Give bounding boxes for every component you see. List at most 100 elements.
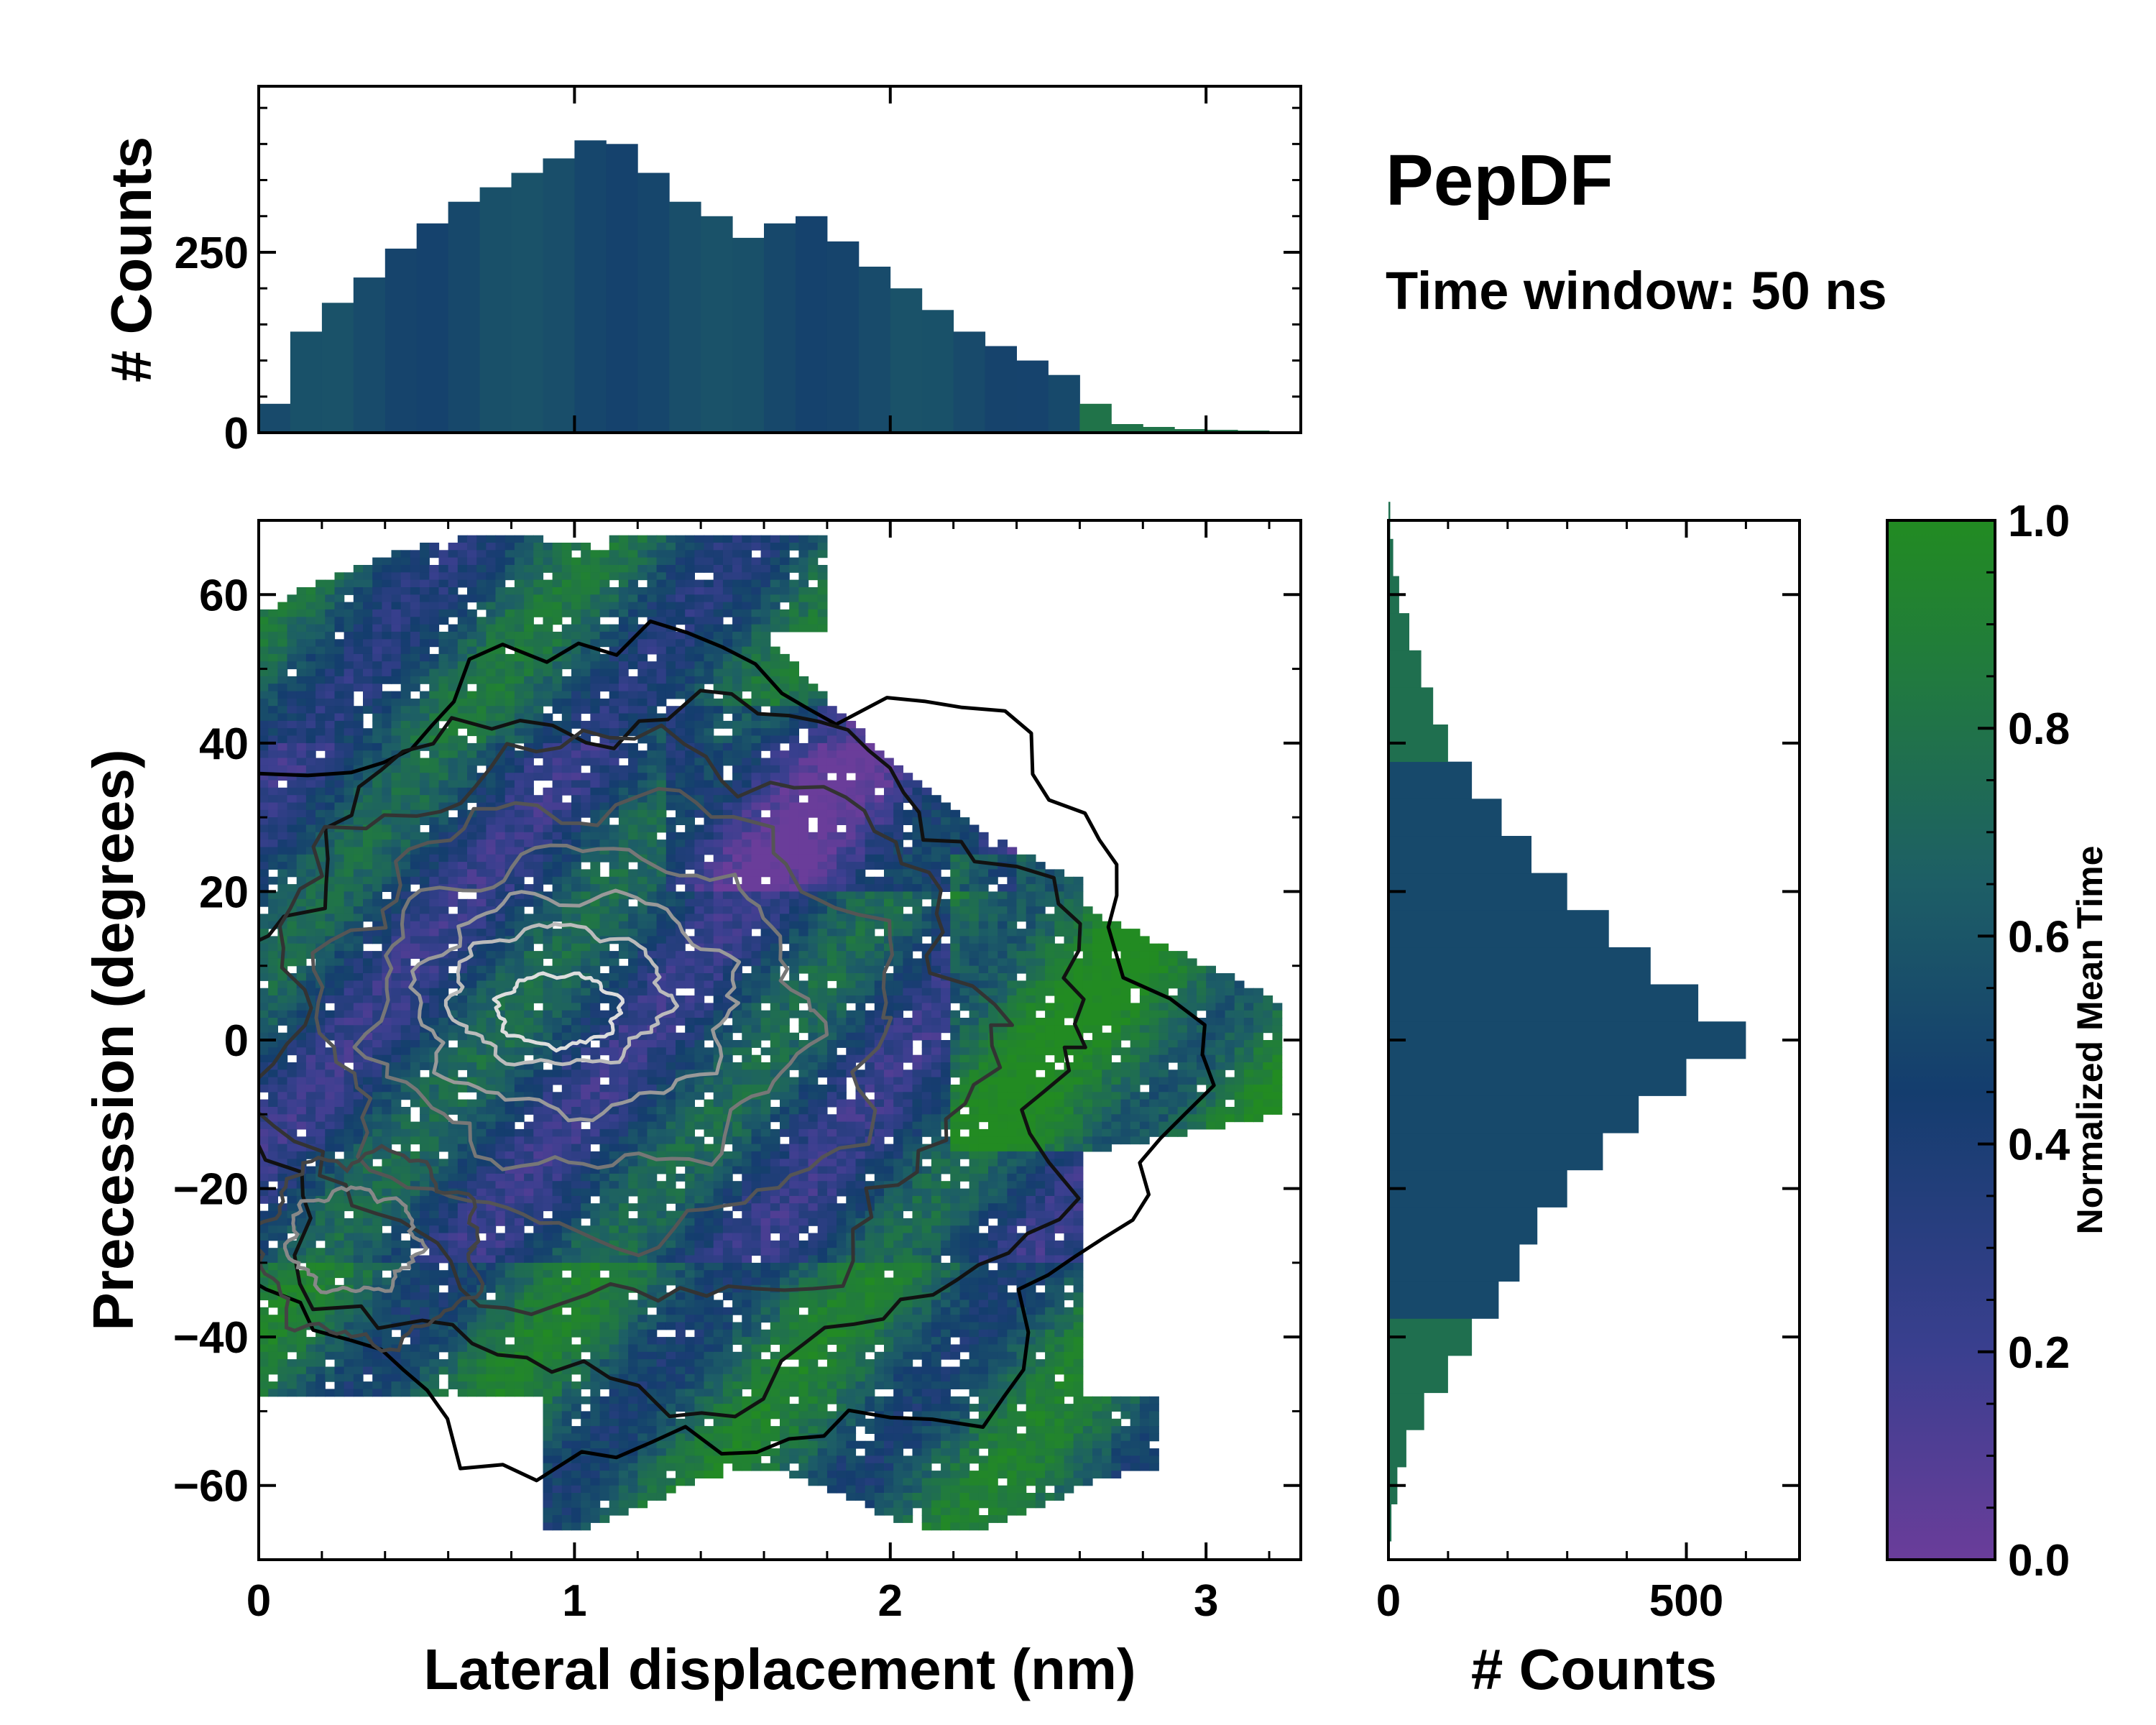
- heatmap-cell: [571, 1277, 581, 1286]
- heatmap-cell: [372, 557, 382, 566]
- heatmap-cell: [505, 735, 515, 744]
- heatmap-cell: [268, 1381, 278, 1389]
- heatmap-cell: [334, 713, 345, 722]
- heatmap-cell: [486, 661, 497, 670]
- heatmap-cell: [467, 988, 477, 996]
- heatmap-cell: [363, 891, 373, 900]
- heatmap-cell: [334, 936, 345, 944]
- heatmap-cell: [315, 713, 326, 722]
- heatmap-cell: [372, 1062, 382, 1070]
- heatmap-cell: [344, 765, 354, 773]
- heatmap-cell: [618, 817, 629, 825]
- heatmap-cell: [561, 1440, 572, 1449]
- heatmap-cell: [382, 1121, 392, 1130]
- heatmap-cell: [391, 787, 402, 796]
- heatmap-cell: [581, 824, 591, 833]
- heatmap-cell: [259, 1107, 269, 1115]
- heatmap-cell: [637, 684, 648, 692]
- heatmap-cell: [410, 631, 420, 640]
- heatmap-cell: [372, 646, 382, 655]
- heatmap-cell: [315, 706, 326, 714]
- heatmap-cell: [618, 1455, 629, 1464]
- heatmap-cell: [552, 579, 563, 588]
- heatmap-cell: [429, 773, 440, 781]
- heatmap-cell: [277, 720, 288, 729]
- heatmap-cell: [599, 1329, 610, 1338]
- heatmap-cell: [420, 1359, 430, 1367]
- heatmap-cell: [571, 1107, 581, 1115]
- heatmap-cell: [429, 943, 440, 952]
- heatmap-cell: [495, 795, 506, 804]
- heatmap-cell: [410, 1284, 420, 1293]
- heatmap-cell: [400, 1032, 411, 1041]
- heatmap-cell: [353, 646, 364, 655]
- heatmap-cell: [590, 817, 601, 825]
- heatmap-cell: [325, 713, 336, 722]
- heatmap-cell: [277, 1329, 288, 1338]
- heatmap-cell: [372, 973, 382, 981]
- heatmap-cell: [259, 958, 269, 967]
- heatmap-cell: [277, 602, 288, 610]
- heatmap-cell: [372, 735, 382, 744]
- heatmap-cell: [571, 1307, 581, 1315]
- heatmap-cell: [486, 758, 497, 766]
- heatmap-cell: [505, 1284, 515, 1293]
- heatmap-cell: [590, 921, 601, 929]
- heatmap-cell: [552, 550, 563, 558]
- heatmap-cell: [524, 1292, 534, 1301]
- heatmap-cell: [618, 1188, 629, 1197]
- heatmap-cell: [268, 1188, 278, 1197]
- heatmap-cell: [514, 1374, 525, 1382]
- heatmap-cell: [305, 1085, 316, 1092]
- heatmap-cell: [552, 1240, 563, 1248]
- heatmap-cell: [647, 758, 658, 766]
- heatmap-cell: [486, 557, 497, 566]
- heatmap-cell: [637, 609, 648, 617]
- heatmap-cell: [410, 1018, 420, 1026]
- heatmap-cell: [543, 1173, 553, 1182]
- heatmap-cell: [305, 617, 316, 625]
- heatmap-cell: [552, 1404, 563, 1412]
- heatmap-cell: [590, 594, 601, 603]
- heatmap-cell: [505, 906, 515, 914]
- heatmap-cell: [533, 1062, 544, 1070]
- heatmap-cell: [277, 1018, 288, 1026]
- heatmap-cell: [637, 847, 648, 855]
- heatmap-cell: [590, 1047, 601, 1056]
- heatmap-cell: [448, 929, 459, 937]
- heatmap-cell: [429, 684, 440, 692]
- heatmap-cell: [420, 787, 430, 796]
- heatmap-cell: [305, 742, 316, 751]
- heatmap-cell: [656, 1359, 667, 1367]
- heatmap-cell: [429, 1144, 440, 1152]
- heatmap-cell: [315, 1077, 326, 1085]
- heatmap-cell: [571, 1433, 581, 1442]
- heatmap-cell: [400, 1003, 411, 1011]
- heatmap-cell: [363, 1225, 373, 1234]
- heatmap-cell: [581, 1181, 591, 1190]
- heatmap-cell: [543, 1114, 553, 1123]
- heatmap-cell: [637, 594, 648, 603]
- heatmap-cell: [476, 1173, 487, 1182]
- heatmap-cell: [305, 1054, 316, 1063]
- heatmap-cell: [334, 1374, 345, 1382]
- heatmap-cell: [410, 1054, 420, 1063]
- heatmap-cell: [486, 602, 497, 610]
- heatmap-cell: [410, 557, 420, 566]
- heatmap-cell: [334, 980, 345, 989]
- heatmap-cell: [505, 1255, 515, 1264]
- top-histogram-bar: [985, 346, 1017, 433]
- heatmap-cell: [495, 1151, 506, 1159]
- heatmap-cell: [581, 1277, 591, 1286]
- heatmap-cell: [382, 1248, 392, 1256]
- heatmap-cell: [315, 617, 326, 625]
- heatmap-cell: [618, 587, 629, 595]
- heatmap-cell: [344, 676, 354, 684]
- heatmap-cell: [305, 758, 316, 766]
- heatmap-cell: [259, 676, 269, 684]
- chart-subtitle: Time window: 50 ns: [1386, 261, 1887, 321]
- heatmap-cell: [467, 646, 477, 655]
- heatmap-cell: [637, 973, 648, 981]
- heatmap-cell: [325, 1062, 336, 1070]
- heatmap-cell: [571, 980, 581, 989]
